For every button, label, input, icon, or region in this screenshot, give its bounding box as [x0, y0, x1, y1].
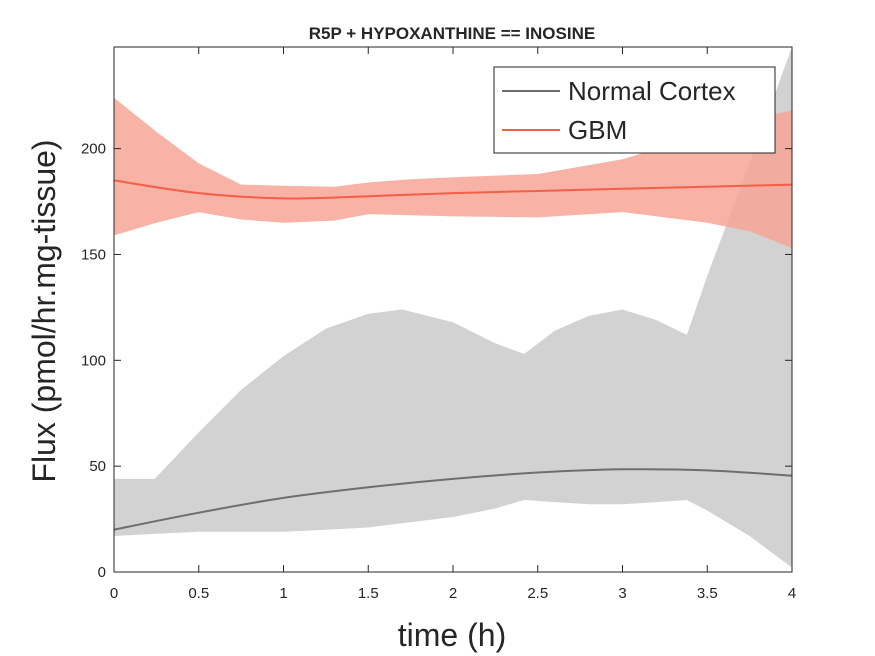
x-tick-label: 3.5	[697, 585, 718, 602]
band-normal-cortex	[114, 47, 792, 568]
x-axis-ticks: 0 0.5 1 1.5 2 2.5 3 3.5 4	[110, 47, 796, 602]
y-tick-label: 50	[89, 458, 106, 475]
x-axis-label: time (h)	[398, 617, 506, 653]
x-tick-label: 4	[788, 585, 796, 602]
confidence-bands	[114, 47, 792, 568]
y-axis-ticks: 0 50 100 150 200	[81, 141, 792, 581]
legend-box	[493, 66, 776, 154]
legend-label-gbm: GBM	[568, 115, 627, 145]
x-tick-label: 1	[279, 585, 287, 602]
y-tick-label: 150	[81, 246, 106, 263]
x-tick-label: 0.5	[188, 585, 209, 602]
x-tick-label: 2.5	[527, 585, 548, 602]
x-tick-label: 2	[449, 585, 457, 602]
legend: Normal Cortex GBM	[493, 66, 776, 154]
series-lines	[113, 179, 793, 531]
y-tick-label: 200	[81, 141, 106, 158]
y-tick-label: 0	[98, 564, 106, 581]
legend-label-normal-cortex: Normal Cortex	[568, 76, 736, 106]
x-tick-label: 3	[618, 585, 626, 602]
line-normal-cortex	[113, 468, 793, 531]
line-gbm	[113, 179, 793, 200]
band-gbm	[114, 97, 792, 249]
chart-title: R5P + HYPOXANTHINE == INOSINE	[309, 24, 595, 43]
y-tick-label: 100	[81, 352, 106, 369]
x-tick-label: 0	[110, 585, 118, 602]
y-axis-label: Flux (pmol/hr.mg-tissue)	[26, 139, 62, 482]
x-tick-label: 1.5	[358, 585, 379, 602]
